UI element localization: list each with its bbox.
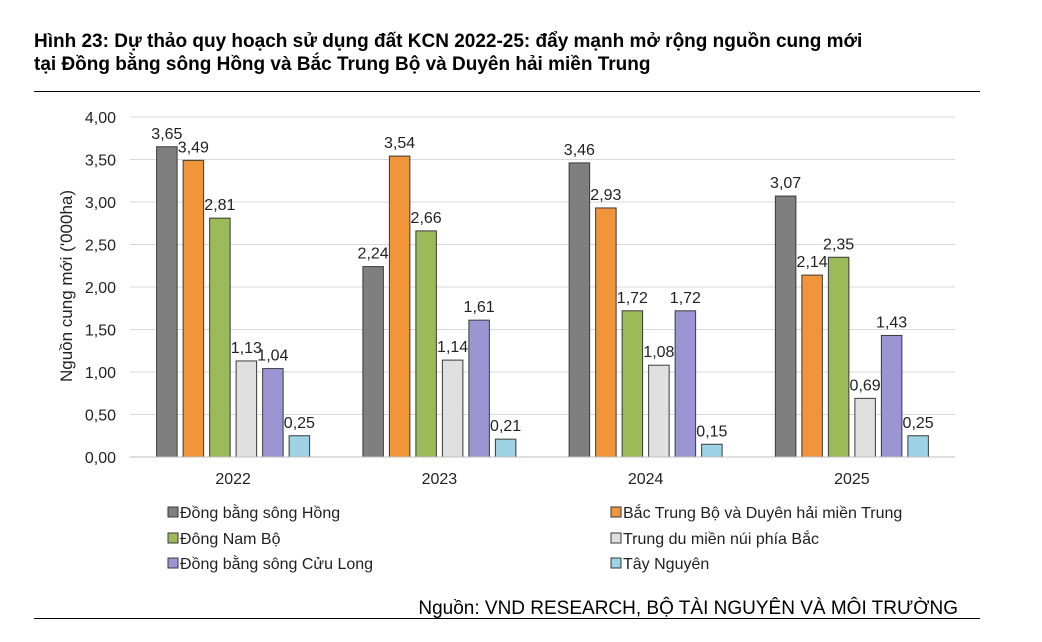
bar-value-label: 0,15 [696, 423, 727, 440]
bar-value-label: 3,49 [178, 139, 209, 156]
bar-value-label: 1,61 [464, 299, 495, 316]
x-axis-ticks: 2022 2023 2024 2025 [215, 471, 869, 488]
source-note: Nguồn: VND RESEARCH, BỘ TÀI NGUYÊN VÀ MÔ… [418, 598, 958, 619]
y-axis-ticks: 0,00 0,50 1,00 1,50 2,00 2,50 3,00 3,50 4,00 [85, 110, 116, 467]
bar-value-label: 1,43 [876, 314, 907, 331]
y-tick-label: 1,00 [85, 365, 116, 382]
bar-value-label: 1,72 [617, 290, 648, 307]
chart-data-labels: 3,653,49 2,81 1,131,04 0,25 2,24 3,54 2,66 1,14… [151, 126, 933, 441]
x-tick-label: 2022 [215, 471, 251, 488]
legend-label: Đông Nam Bộ [180, 531, 281, 548]
bar [854, 397, 876, 458]
bar [880, 334, 903, 458]
figure-title: Hình 23: Dự thảo quy hoạch sử dụng đất K… [34, 30, 994, 76]
y-axis-label: Nguồn cung mới ('000ha) [57, 190, 76, 382]
bar [494, 438, 517, 458]
chart-bars [156, 146, 929, 458]
bar-value-label: 2,35 [823, 236, 854, 253]
bar [827, 256, 850, 458]
bar [156, 146, 178, 458]
bar-value-label: 0,69 [850, 377, 881, 394]
bar [648, 364, 670, 458]
bar-value-label: 2,24 [358, 246, 389, 263]
bar-value-label: 3,65 [151, 126, 182, 143]
bar [182, 159, 205, 458]
bar [209, 217, 231, 458]
y-tick-label: 3,50 [85, 153, 116, 170]
bar-value-label: 1,13 [231, 340, 262, 357]
bar [468, 319, 490, 458]
bar [288, 435, 311, 458]
y-tick-label: 2,50 [85, 238, 116, 255]
bar [774, 195, 797, 458]
bar [441, 359, 464, 458]
legend-label: Trung du miền núi phía Bắc [623, 529, 819, 548]
legend-swatch [167, 506, 179, 518]
bar [701, 443, 723, 458]
bar-value-label: 2,66 [411, 210, 442, 227]
bar-value-label: 3,54 [384, 135, 415, 152]
bar [388, 155, 411, 458]
bar-value-label: 1,72 [670, 290, 701, 307]
legend-label: Đồng bằng sông Cửu Long [180, 554, 373, 573]
bar-value-label: 2,81 [204, 197, 235, 214]
y-tick-label: 0,00 [85, 450, 116, 467]
x-tick-label: 2025 [834, 471, 870, 488]
legend-swatch [610, 532, 622, 544]
bar-value-label: 1,14 [437, 339, 468, 356]
bar [415, 230, 437, 458]
bar-value-label: 3,07 [770, 175, 801, 192]
bar-value-label: 0,25 [903, 415, 934, 432]
bar-value-label: 0,21 [490, 418, 521, 435]
bar-value-label: 1,04 [257, 348, 288, 365]
x-tick-label: 2023 [422, 471, 458, 488]
legend-swatch [167, 557, 179, 569]
bar [235, 360, 258, 458]
chart-legend: Đồng bằng sông Hồng Bắc Trung Bộ và Duyên… [167, 503, 902, 573]
y-tick-label: 3,00 [85, 195, 116, 212]
figure-title-line-2: tại Đồng bằng sông Hồng và Bắc Trung Bộ … [34, 54, 651, 75]
bar-value-label: 2,14 [797, 254, 828, 271]
bar-value-label: 3,46 [564, 142, 595, 159]
bar [674, 310, 697, 458]
bar [262, 368, 284, 458]
legend-label: Bắc Trung Bộ và Duyên hải miền Trung [623, 503, 902, 522]
legend-swatch [167, 532, 179, 544]
y-tick-label: 2,00 [85, 280, 116, 297]
y-tick-label: 4,00 [85, 110, 116, 127]
bar [801, 274, 823, 458]
bar-value-label: 1,08 [643, 344, 674, 361]
y-tick-label: 0,50 [85, 408, 116, 425]
y-tick-label: 1,50 [85, 323, 116, 340]
legend-label: Tây Nguyên [623, 556, 709, 573]
bar-value-label: 0,25 [284, 415, 315, 432]
bottom-rule [34, 618, 980, 619]
bar [595, 207, 617, 458]
legend-label: Đồng bằng sông Hồng [180, 503, 340, 522]
x-tick-label: 2024 [628, 471, 664, 488]
legend-swatch [610, 557, 622, 569]
bar [362, 266, 384, 458]
legend-swatch [610, 506, 622, 518]
bar-value-label: 2,93 [590, 187, 621, 204]
bar [568, 162, 591, 458]
top-rule [34, 91, 980, 92]
figure-title-line-1: Hình 23: Dự thảo quy hoạch sử dụng đất K… [34, 31, 863, 52]
bar [621, 310, 644, 458]
bar [907, 435, 929, 458]
